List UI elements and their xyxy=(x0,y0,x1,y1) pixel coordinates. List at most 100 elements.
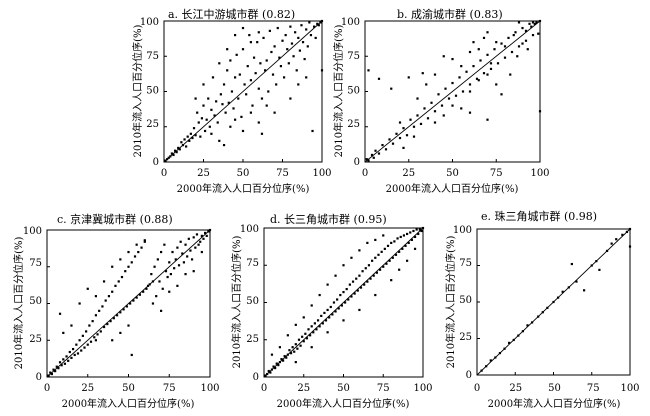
panel-b-xlabel: 2000年流入人口百分位序(%) xyxy=(386,182,519,195)
panel-b-point xyxy=(495,83,498,86)
panel-a-point xyxy=(210,132,213,135)
panel-d-point xyxy=(278,346,281,349)
panel-c-point xyxy=(137,250,140,254)
panel-d-point xyxy=(288,349,291,352)
panel-e-point xyxy=(583,289,586,292)
panel-c-point xyxy=(156,258,159,261)
panel-d-point xyxy=(402,234,406,237)
panel-d-point xyxy=(378,268,382,271)
panel-b-point xyxy=(477,79,480,82)
panel-b-point xyxy=(517,21,521,24)
panel-c-point xyxy=(67,359,70,362)
panel-d-point xyxy=(369,277,372,280)
panel-b-point xyxy=(426,117,430,120)
panel-c-point xyxy=(168,261,171,264)
panel-d-point xyxy=(275,362,278,365)
panel-d-point xyxy=(420,229,423,233)
panel-b-point xyxy=(416,114,419,117)
panel-b-point xyxy=(468,50,472,54)
panel-c-point xyxy=(94,295,97,298)
panel-c-point xyxy=(83,346,86,349)
panel-c-point xyxy=(143,239,146,242)
panel-b-point xyxy=(423,107,426,110)
panel-d-xtick-0: 0 xyxy=(261,383,267,394)
panel-e-point xyxy=(546,306,549,309)
panel-a-point xyxy=(256,41,259,44)
panel-b-point xyxy=(402,127,405,130)
panel-d-point xyxy=(329,305,332,309)
panel-c-point xyxy=(200,250,203,254)
panel-c-point xyxy=(86,343,89,346)
panel-d-point xyxy=(285,356,288,359)
panel-a-point xyxy=(311,129,314,133)
panel-a-point xyxy=(301,41,305,44)
panel-d-point xyxy=(310,346,313,349)
panel-c-point xyxy=(208,228,212,232)
panel-c-point xyxy=(207,230,210,233)
panel-a-point xyxy=(230,90,234,93)
panel-a-point xyxy=(317,24,320,27)
panel-d-point xyxy=(356,289,359,292)
panel-c: c. 京津冀城市群 (0.88) 0 25 50 75 100 0 25 50 … xyxy=(12,212,220,410)
panel-c-point xyxy=(164,270,168,273)
panel-e: e. 珠三角城市群 (0.98) 0 25 50 75 100 0 25 50 … xyxy=(444,209,640,410)
panel-a-point xyxy=(238,73,241,76)
panel-b-point xyxy=(477,48,480,51)
panel-a-ytick-3: 75 xyxy=(146,51,159,62)
panel-b-point xyxy=(496,62,500,65)
panel-d-point xyxy=(417,232,420,236)
panel-c-point xyxy=(117,280,120,283)
panel-b-point xyxy=(447,97,451,100)
panel-a-point xyxy=(243,83,246,86)
panel-c-ylabel: 2010年流入人口百分位序(%) xyxy=(12,237,25,370)
panel-a-point xyxy=(166,158,169,161)
panel-e-point xyxy=(480,369,483,372)
panel-a-point xyxy=(249,111,252,114)
panel-d-point xyxy=(299,344,302,347)
panel-a-point xyxy=(294,31,297,34)
panel-a-yticks: 0 25 50 75 100 xyxy=(140,17,159,168)
panel-a-point xyxy=(173,149,177,152)
panel-c-point xyxy=(145,287,148,290)
panel-a-point xyxy=(181,143,185,147)
panel-b-point xyxy=(367,69,370,72)
panel-d-point xyxy=(366,241,369,244)
panel-a-point xyxy=(170,152,173,155)
panel-c-point xyxy=(114,284,117,287)
panel-a-point xyxy=(260,132,264,135)
panel-c-point xyxy=(151,302,155,305)
panel-d-point xyxy=(270,353,274,356)
panel-c-point xyxy=(55,365,58,368)
panel-b-point xyxy=(370,153,374,157)
panel-c-point xyxy=(68,350,71,354)
panel-c-point xyxy=(179,240,182,243)
panel-c-point xyxy=(163,243,166,246)
panel-d-point xyxy=(332,301,336,304)
panel-d-point xyxy=(280,358,283,361)
panel-d-point xyxy=(421,226,425,230)
panel-c-point xyxy=(98,309,101,312)
panel-c-point xyxy=(50,372,53,376)
panel-b-point xyxy=(367,159,370,162)
panel-a-point xyxy=(308,21,311,24)
panel-d-point xyxy=(401,247,404,250)
panel-e-point xyxy=(561,290,564,293)
panel-b-point xyxy=(486,73,489,76)
panel-c-point xyxy=(96,333,99,336)
panel-b-point xyxy=(510,50,514,54)
panel-a-point xyxy=(205,118,208,121)
panel-d-ylabel: 2010年流入人口百分位序(%) xyxy=(230,236,243,369)
panel-c-ytick-3: 75 xyxy=(29,258,42,269)
panel-a-point xyxy=(196,111,199,114)
panel-a-point xyxy=(314,36,317,40)
panel-c-point xyxy=(60,364,63,367)
panel-e-xtick-0: 0 xyxy=(474,383,480,394)
panel-d-point xyxy=(339,293,342,297)
panel-c-point xyxy=(120,275,124,279)
panel-d-point xyxy=(266,372,269,376)
panel-d-point xyxy=(382,265,385,268)
panel-d-point xyxy=(274,366,277,370)
panel-c-point xyxy=(161,287,164,290)
panel-c-point xyxy=(124,270,127,273)
panel-e-point xyxy=(590,264,593,267)
